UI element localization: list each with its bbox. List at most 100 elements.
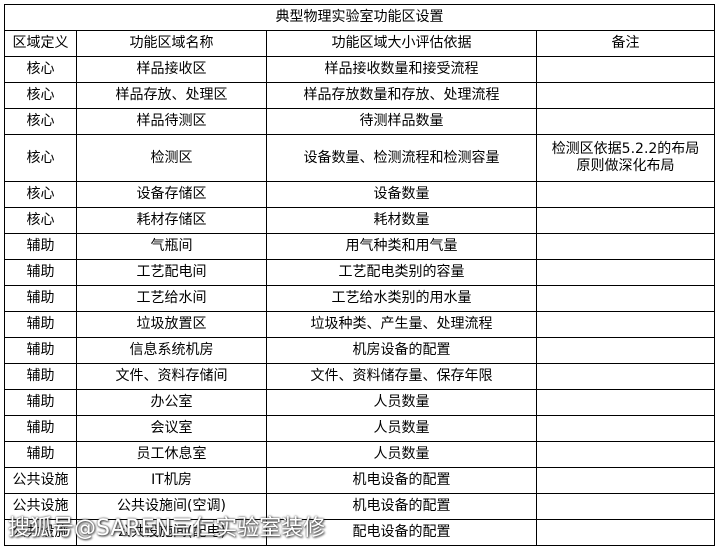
cell-note [536, 311, 715, 338]
watermark: 搜狐号@SAREN三仁实验室装修 [8, 516, 326, 541]
table-row: 核心 样品待测区 待测样品数量 [4, 108, 715, 135]
table-row: 辅助 信息系统机房 机房设备的配置 [4, 337, 715, 364]
table-row: 核心 检测区 设备数量、检测流程和检测容量 检测区依据5.2.2的布局 原则做深化布局 [4, 134, 715, 182]
cell-name: 文件、资料存储间 [76, 363, 267, 390]
cell-area: 核心 [4, 108, 77, 135]
table-row: 核心 样品接收区 样品接收数量和接受流程 [4, 56, 715, 83]
title-row: 典型物理实验室功能区设置 [4, 4, 715, 31]
cell-basis: 样品存放数量和存放、处理流程 [266, 82, 537, 109]
cell-basis: 工艺给水类别的用水量 [266, 285, 537, 312]
table-row: 公共设施 公共设施间(空调) 机电设备的配置 [4, 493, 715, 520]
cell-note [536, 441, 715, 468]
table-row: 核心 耗材存储区 耗材数量 [4, 207, 715, 234]
cell-area: 辅助 [4, 337, 77, 364]
cell-basis: 垃圾种类、产生量、处理流程 [266, 311, 537, 338]
cell-area: 公共设施 [4, 467, 77, 494]
cell-name: 气瓶间 [76, 233, 267, 260]
table-row: 辅助 办公室 人员数量 [4, 389, 715, 416]
cell-note [536, 181, 715, 208]
cell-name: 会议室 [76, 415, 267, 442]
note-line: 原则做深化布局 [576, 158, 675, 174]
cell-note [536, 207, 715, 234]
table-body: 典型物理实验室功能区设置 区域定义 功能区域名称 功能区域大小评估依据 备注 核心 样品接… [4, 4, 715, 546]
cell-basis: 样品接收数量和接受流程 [266, 56, 537, 83]
cell-area: 辅助 [4, 415, 77, 442]
table-row: 辅助 员工休息室 人员数量 [4, 441, 715, 468]
table-row: 核心 样品存放、处理区 样品存放数量和存放、处理流程 [4, 82, 715, 109]
table-row: 公共设施 IT机房 机电设备的配置 [4, 467, 715, 494]
table-row: 辅助 工艺配电间 工艺配电类别的容量 [4, 259, 715, 286]
cell-basis: 人员数量 [266, 415, 537, 442]
cell-note [536, 108, 715, 135]
cell-basis: 待测样品数量 [266, 108, 537, 135]
cell-name: 工艺给水间 [76, 285, 267, 312]
cell-area: 核心 [4, 181, 77, 208]
header-cell: 功能区域名称 [76, 30, 267, 57]
cell-basis: 人员数量 [266, 389, 537, 416]
header-row: 区域定义 功能区域名称 功能区域大小评估依据 备注 [4, 30, 715, 57]
cell-area: 核心 [4, 82, 77, 109]
cell-area: 辅助 [4, 285, 77, 312]
table-row: 核心 设备存储区 设备数量 [4, 181, 715, 208]
cell-basis: 文件、资料储存量、保存年限 [266, 363, 537, 390]
cell-name: 垃圾放置区 [76, 311, 267, 338]
table-row: 辅助 文件、资料存储间 文件、资料储存量、保存年限 [4, 363, 715, 390]
cell-area: 辅助 [4, 259, 77, 286]
header-cell: 功能区域大小评估依据 [266, 30, 537, 57]
cell-name: 样品待测区 [76, 108, 267, 135]
cell-area: 辅助 [4, 233, 77, 260]
cell-name: 检测区 [76, 134, 267, 182]
cell-basis: 机电设备的配置 [266, 467, 537, 494]
cell-name: 设备存储区 [76, 181, 267, 208]
cell-name: 样品接收区 [76, 56, 267, 83]
cell-area: 核心 [4, 134, 77, 182]
cell-note [536, 259, 715, 286]
cell-basis: 用气种类和用气量 [266, 233, 537, 260]
cell-note [536, 285, 715, 312]
cell-area: 核心 [4, 56, 77, 83]
cell-basis: 设备数量、检测流程和检测容量 [266, 134, 537, 182]
cell-area: 核心 [4, 207, 77, 234]
table-title: 典型物理实验室功能区设置 [4, 4, 715, 31]
table-row: 辅助 会议室 人员数量 [4, 415, 715, 442]
cell-basis: 人员数量 [266, 441, 537, 468]
cell-note [536, 56, 715, 83]
cell-note: 检测区依据5.2.2的布局 原则做深化布局 [536, 134, 715, 182]
cell-area: 辅助 [4, 363, 77, 390]
cell-basis: 设备数量 [266, 181, 537, 208]
cell-note [536, 519, 715, 546]
note-line: 检测区依据5.2.2的布局 [551, 141, 700, 157]
cell-name: 员工休息室 [76, 441, 267, 468]
cell-area: 辅助 [4, 389, 77, 416]
cell-note [536, 337, 715, 364]
cell-name: IT机房 [76, 467, 267, 494]
cell-basis: 机房设备的配置 [266, 337, 537, 364]
function-table: 典型物理实验室功能区设置 区域定义 功能区域名称 功能区域大小评估依据 备注 核心 样品接… [4, 4, 715, 546]
cell-basis: 配电设备的配置 [266, 519, 537, 546]
table-row: 辅助 垃圾放置区 垃圾种类、产生量、处理流程 [4, 311, 715, 338]
cell-name: 样品存放、处理区 [76, 82, 267, 109]
cell-basis: 耗材数量 [266, 207, 537, 234]
cell-note [536, 467, 715, 494]
cell-basis: 工艺配电类别的容量 [266, 259, 537, 286]
cell-name: 信息系统机房 [76, 337, 267, 364]
cell-note [536, 82, 715, 109]
cell-name: 办公室 [76, 389, 267, 416]
cell-name: 工艺配电间 [76, 259, 267, 286]
header-cell: 备注 [536, 30, 715, 57]
cell-note [536, 363, 715, 390]
table-row: 公共设施 公共设施间(配电) 配电设备的配置 [4, 519, 715, 546]
cell-area: 公共设施 [4, 493, 77, 520]
table-row: 辅助 工艺给水间 工艺给水类别的用水量 [4, 285, 715, 312]
cell-area: 辅助 [4, 441, 77, 468]
table-row: 辅助 气瓶间 用气种类和用气量 [4, 233, 715, 260]
cell-note [536, 233, 715, 260]
cell-name: 耗材存储区 [76, 207, 267, 234]
cell-area: 辅助 [4, 311, 77, 338]
cell-note [536, 493, 715, 520]
header-cell: 区域定义 [4, 30, 77, 57]
cell-name: 公共设施间(配电) [76, 519, 267, 546]
cell-note [536, 415, 715, 442]
cell-note [536, 389, 715, 416]
